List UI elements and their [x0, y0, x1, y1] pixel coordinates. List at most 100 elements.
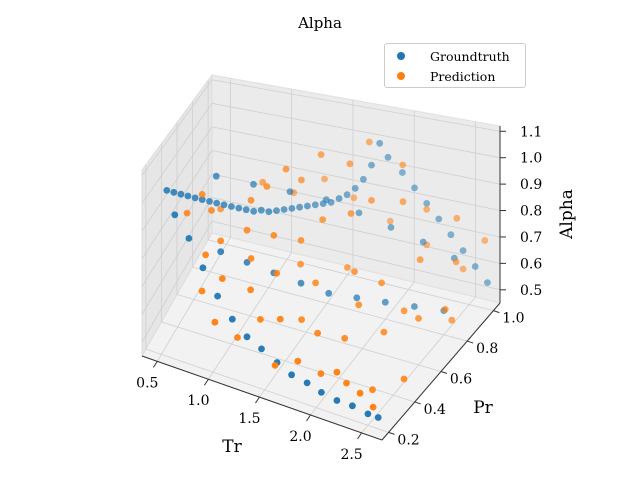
prediction-point	[297, 237, 305, 244]
groundtruth-point	[265, 208, 273, 216]
groundtruth-point	[353, 294, 361, 302]
prediction-point	[459, 265, 467, 273]
y-tick-mark	[440, 371, 448, 374]
groundtruth-point	[360, 175, 367, 183]
prediction-point	[380, 328, 388, 336]
prediction-point	[365, 138, 373, 146]
prediction-point	[198, 287, 206, 295]
data-points	[163, 138, 491, 421]
x-tick-label: 2.0	[289, 429, 311, 445]
prediction-point	[276, 315, 284, 323]
z-gridline	[141, 197, 213, 315]
y-gridline	[208, 239, 494, 311]
groundtruth-point	[423, 200, 431, 207]
legend-marker-prediction	[397, 72, 405, 80]
z-gridline	[211, 79, 501, 132]
legend-item-groundtruth: Groundtruth	[397, 48, 510, 64]
groundtruth-point	[319, 200, 327, 208]
prediction-point	[297, 260, 304, 268]
groundtruth-point	[333, 397, 341, 404]
z-gridline	[211, 102, 501, 159]
groundtruth-point	[228, 315, 236, 323]
prediction-point	[416, 256, 424, 264]
prediction-point	[314, 329, 321, 337]
y-axis-label: Pr	[473, 398, 493, 418]
groundtruth-point	[387, 224, 395, 231]
z-tick-label: 0.7	[520, 230, 542, 246]
prediction-point	[347, 210, 355, 217]
groundtruth-point	[243, 333, 251, 341]
groundtruth-point	[351, 184, 359, 192]
groundtruth-point	[296, 203, 303, 211]
prediction-point	[378, 279, 385, 287]
prediction-point	[355, 301, 363, 309]
groundtruth-point	[163, 187, 171, 194]
prediction-point	[415, 315, 422, 322]
groundtruth-point	[471, 263, 479, 270]
groundtruth-point	[250, 207, 258, 215]
y-gridline	[145, 348, 389, 433]
y-tick-label: 0.6	[450, 372, 472, 388]
prediction-point	[298, 316, 305, 323]
prediction-point	[273, 269, 281, 277]
prediction-point	[399, 198, 407, 206]
z-tick-label: 0.5	[520, 283, 542, 299]
x-tick-label: 1.0	[187, 393, 209, 409]
groundtruth-point	[304, 202, 311, 210]
groundtruth-point	[288, 371, 295, 379]
groundtruth-point	[399, 169, 406, 176]
z-gridline	[211, 150, 501, 211]
z-gridline	[211, 220, 501, 291]
prediction-point	[369, 386, 376, 394]
prediction-point	[247, 196, 255, 204]
groundtruth-point	[368, 161, 375, 169]
x-tick-mark	[306, 414, 311, 422]
x-tick-mark	[203, 378, 209, 386]
groundtruth-point	[288, 205, 296, 212]
prediction-point	[321, 175, 328, 183]
prediction-point	[208, 207, 215, 214]
prediction-point	[343, 379, 350, 387]
legend-item-prediction: Prediction	[397, 68, 495, 84]
x-tick-label: 0.5	[136, 375, 158, 391]
groundtruth-point	[459, 247, 467, 255]
x-tick-mark	[357, 432, 362, 440]
groundtruth-point	[206, 198, 213, 205]
y-gridline	[192, 266, 468, 342]
groundtruth-point	[212, 172, 220, 180]
prediction-point	[317, 370, 325, 377]
prediction-point	[282, 165, 290, 173]
y-tick-mark	[467, 340, 474, 344]
prediction-point	[448, 316, 456, 324]
prediction-point	[441, 305, 449, 313]
z-tick-label: 0.6	[520, 256, 542, 272]
groundtruth-point	[242, 206, 250, 214]
groundtruth-point	[171, 211, 179, 219]
groundtruth-point	[280, 206, 288, 213]
prediction-point	[351, 268, 358, 275]
y-tick-mark	[493, 310, 500, 314]
groundtruth-point	[184, 192, 192, 200]
prediction-point	[400, 307, 408, 315]
prediction-point	[211, 318, 219, 326]
groundtruth-point	[250, 180, 257, 188]
prediction-point	[368, 197, 375, 204]
x-axis-label: Tr	[222, 437, 242, 457]
prediction-point	[369, 403, 377, 411]
z-gridline	[141, 221, 213, 343]
z-gridline	[211, 126, 501, 185]
prediction-point	[234, 334, 241, 341]
groundtruth-point	[286, 188, 294, 196]
prediction-point	[247, 286, 255, 294]
groundtruth-point	[419, 238, 427, 246]
x-tick-mark	[152, 361, 158, 368]
prediction-point	[312, 279, 319, 287]
groundtruth-point	[374, 414, 382, 421]
prediction-point	[218, 275, 226, 282]
prediction-point	[333, 368, 341, 376]
prediction-point	[386, 217, 394, 225]
groundtruth-point	[273, 207, 280, 215]
groundtruth-point	[228, 203, 235, 210]
groundtruth-point	[376, 139, 384, 147]
